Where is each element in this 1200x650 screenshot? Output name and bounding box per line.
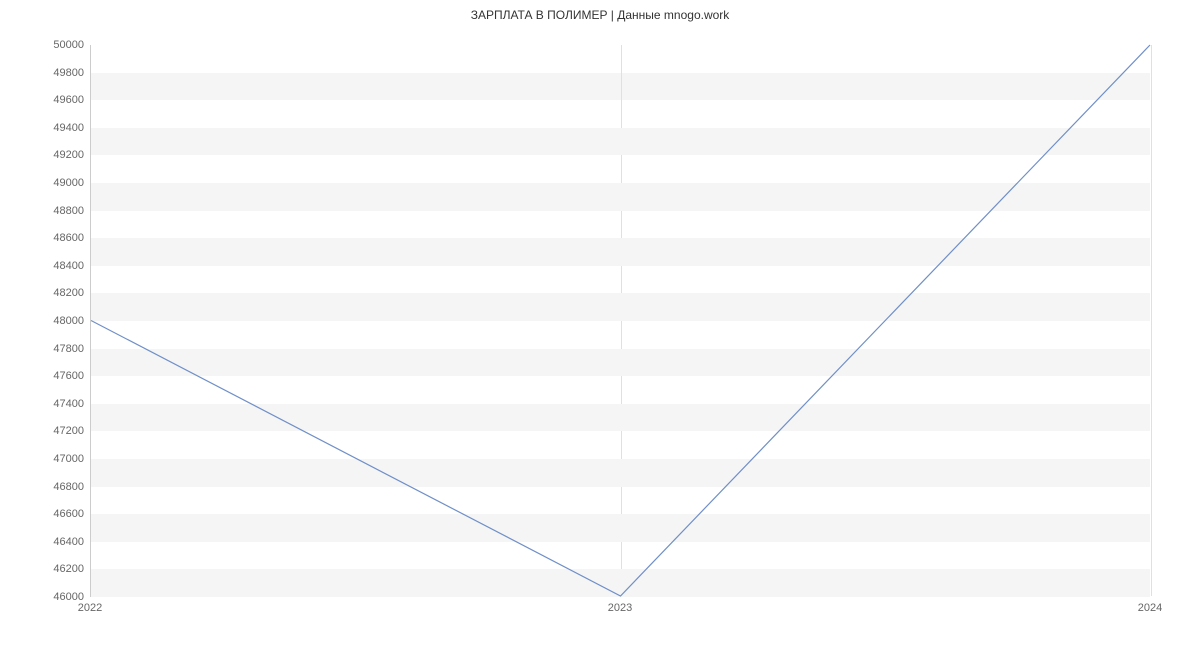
chart-container: 46000 46200 46400 46600 46800 47000 47200 47400… (0, 30, 1200, 630)
y-tick-label: 47600 (24, 370, 84, 382)
y-tick-label: 47400 (24, 398, 84, 410)
y-tick-label: 47200 (24, 425, 84, 437)
y-tick-label: 49600 (24, 94, 84, 106)
plot-area (90, 45, 1150, 597)
y-tick-label: 46800 (24, 481, 84, 493)
chart-title: ЗАРПЛАТА В ПОЛИМЕР | Данные mnogo.work (0, 0, 1200, 30)
y-tick-label: 48800 (24, 205, 84, 217)
y-tick-label: 47800 (24, 343, 84, 355)
y-tick-label: 48600 (24, 232, 84, 244)
y-tick-label: 50000 (24, 39, 84, 51)
y-tick-label: 48400 (24, 260, 84, 272)
y-tick-label: 49400 (24, 122, 84, 134)
y-tick-label: 49800 (24, 67, 84, 79)
x-tick-label: 2024 (1138, 602, 1162, 614)
y-tick-label: 49000 (24, 177, 84, 189)
y-tick-label: 46600 (24, 508, 84, 520)
y-tick-label: 46400 (24, 536, 84, 548)
x-tick-label: 2023 (608, 602, 632, 614)
x-tick-label: 2022 (78, 602, 102, 614)
x-gridline (1151, 45, 1152, 596)
y-tick-label: 47000 (24, 453, 84, 465)
y-tick-label: 49200 (24, 149, 84, 161)
series-line (91, 45, 1150, 596)
line-series (91, 45, 1150, 596)
y-tick-label: 48200 (24, 287, 84, 299)
y-tick-label: 46000 (24, 591, 84, 603)
y-tick-label: 46200 (24, 563, 84, 575)
y-tick-label: 48000 (24, 315, 84, 327)
